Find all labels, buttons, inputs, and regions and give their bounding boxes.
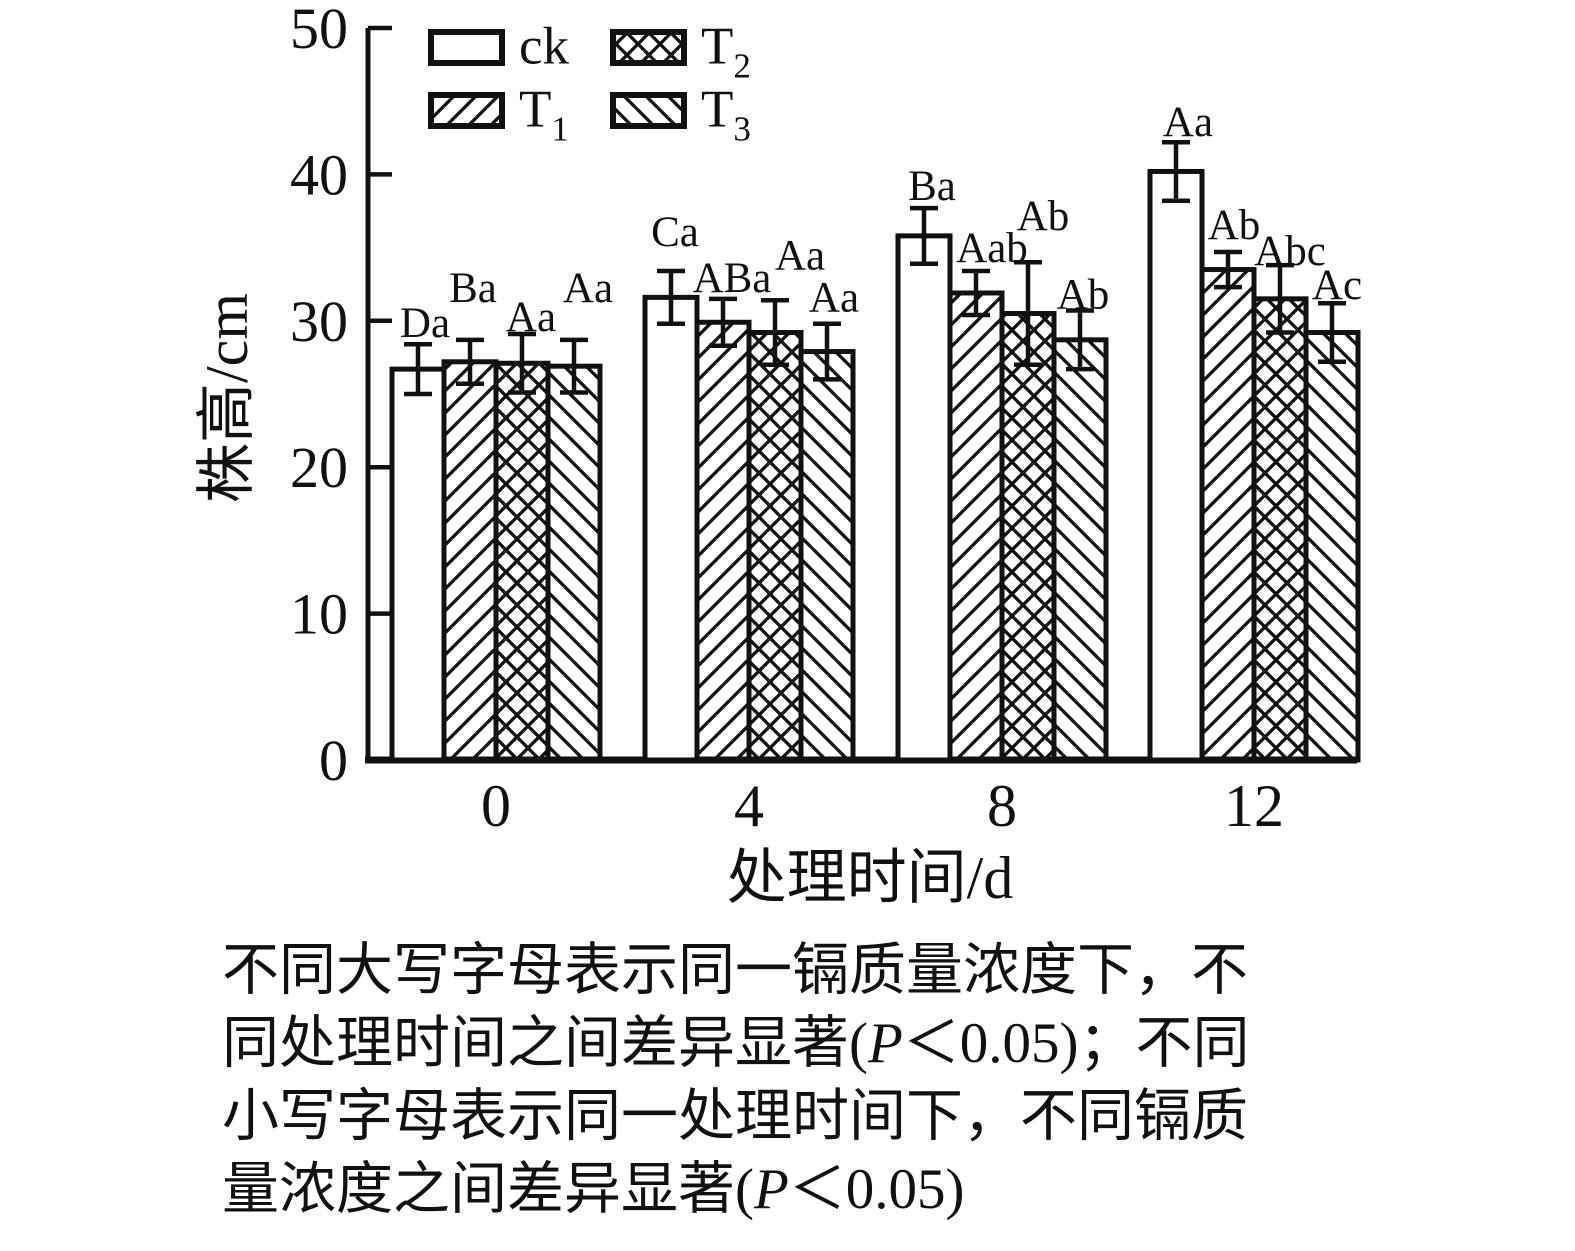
x-axis-title: 处理时间/d bbox=[727, 845, 1014, 911]
sig-label-T3-12: Ac bbox=[1312, 262, 1362, 309]
sig-label-T1-8: Aab bbox=[956, 225, 1028, 272]
note-line-2: 同处理时间之间差异显著(P＜0.05)；不同 bbox=[222, 1007, 1402, 1080]
note-line-3: 小写字母表示同一处理时间下，不同镉质 bbox=[222, 1080, 1402, 1153]
y-tick-label-0: 0 bbox=[319, 728, 348, 793]
bar-ck-4 bbox=[642, 294, 700, 763]
legend-label-ck: ck bbox=[519, 18, 570, 76]
note-text: ＜0.05)；不同 bbox=[902, 1012, 1250, 1075]
bar-T3-0 bbox=[545, 363, 603, 763]
x-tick-labels-group: 0 4 8 12 bbox=[481, 773, 1284, 839]
sig-label-ck-0: Da bbox=[400, 300, 450, 347]
y-axis-title: 株高/cm bbox=[194, 293, 260, 503]
sig-label-T3-0: Aa bbox=[563, 265, 613, 312]
bar-T3-4 bbox=[798, 349, 856, 763]
x-tick-label-4: 4 bbox=[734, 773, 764, 839]
bar-T1-8 bbox=[947, 290, 1005, 763]
bar-T1-4 bbox=[694, 319, 752, 763]
x-tick-label-12: 12 bbox=[1224, 773, 1284, 839]
bar-ck-0 bbox=[389, 366, 447, 763]
y-tick-label-40: 40 bbox=[290, 142, 348, 207]
error-bars-group bbox=[404, 139, 1346, 397]
bar-ck-12 bbox=[1147, 168, 1205, 763]
note-text: ＜0.05) bbox=[788, 1158, 965, 1221]
sig-label-T1-4: ABa bbox=[693, 255, 772, 302]
sig-label-T1-12: Ab bbox=[1208, 202, 1261, 249]
legend-swatch-T2 bbox=[610, 29, 687, 66]
y-tick-label-10: 10 bbox=[290, 582, 348, 647]
bar-T2-4 bbox=[746, 330, 804, 763]
sig-label-T1-0: Ba bbox=[449, 265, 497, 312]
bar-T2-12 bbox=[1251, 296, 1309, 763]
note-line-4: 量浓度之间差异显著(P＜0.05) bbox=[222, 1153, 1402, 1226]
sig-label-ck-8: Ba bbox=[908, 163, 956, 210]
x-tick-label-0: 0 bbox=[481, 773, 511, 839]
note-line-1: 不同大写字母表示同一镉质量浓度下，不 bbox=[222, 934, 1402, 1007]
legend-label-T3: T3 bbox=[701, 81, 751, 149]
legend-label-T2: T2 bbox=[701, 18, 751, 86]
sig-label-T2-8: Ab bbox=[1017, 193, 1070, 240]
y-tick-label-20: 20 bbox=[290, 435, 348, 500]
bar-T1-0 bbox=[441, 359, 499, 763]
y-tick-label-30: 30 bbox=[290, 289, 348, 354]
x-tick-label-8: 8 bbox=[987, 773, 1017, 839]
bar-T1-12 bbox=[1199, 267, 1257, 763]
bar-ck-8 bbox=[895, 233, 953, 763]
sig-label-ck-12: Aa bbox=[1163, 99, 1213, 146]
legend-swatch-T1 bbox=[428, 92, 505, 129]
note-text: 小写字母表示同一处理时间下，不同镉质 bbox=[222, 1085, 1248, 1148]
note-text: 量浓度之间差异显著( bbox=[222, 1158, 754, 1221]
bar-T2-0 bbox=[493, 360, 551, 763]
sig-label-T2-12: Abc bbox=[1254, 228, 1326, 275]
sig-label-T2-4: Aa bbox=[775, 232, 825, 279]
y-tick-label-50: 50 bbox=[290, 0, 348, 61]
bar-T3-12 bbox=[1303, 330, 1361, 763]
legend: ck T2 T1 T3 bbox=[428, 18, 751, 149]
note-text: 不同大写字母表示同一镉质量浓度下，不 bbox=[222, 939, 1248, 1002]
note-italic-p: P bbox=[867, 1012, 903, 1075]
legend-label-T1: T1 bbox=[519, 81, 569, 149]
legend-swatch-T3 bbox=[610, 92, 687, 129]
note-italic-p: P bbox=[753, 1158, 789, 1221]
bar-T3-8 bbox=[1051, 337, 1109, 763]
sig-label-ck-4: Ca bbox=[651, 209, 699, 256]
legend-swatch-ck bbox=[428, 29, 505, 66]
note-text: 同处理时间之间差异显著( bbox=[222, 1012, 868, 1075]
sig-label-T3-4: Aa bbox=[809, 275, 859, 322]
figure-note: 不同大写字母表示同一镉质量浓度下，不 同处理时间之间差异显著(P＜0.05)；不同… bbox=[222, 934, 1402, 1226]
bars-group bbox=[389, 168, 1361, 763]
bar-T2-8 bbox=[999, 310, 1057, 763]
sig-label-T2-0: Aa bbox=[506, 294, 556, 341]
sig-label-T3-8: Ab bbox=[1057, 272, 1110, 319]
